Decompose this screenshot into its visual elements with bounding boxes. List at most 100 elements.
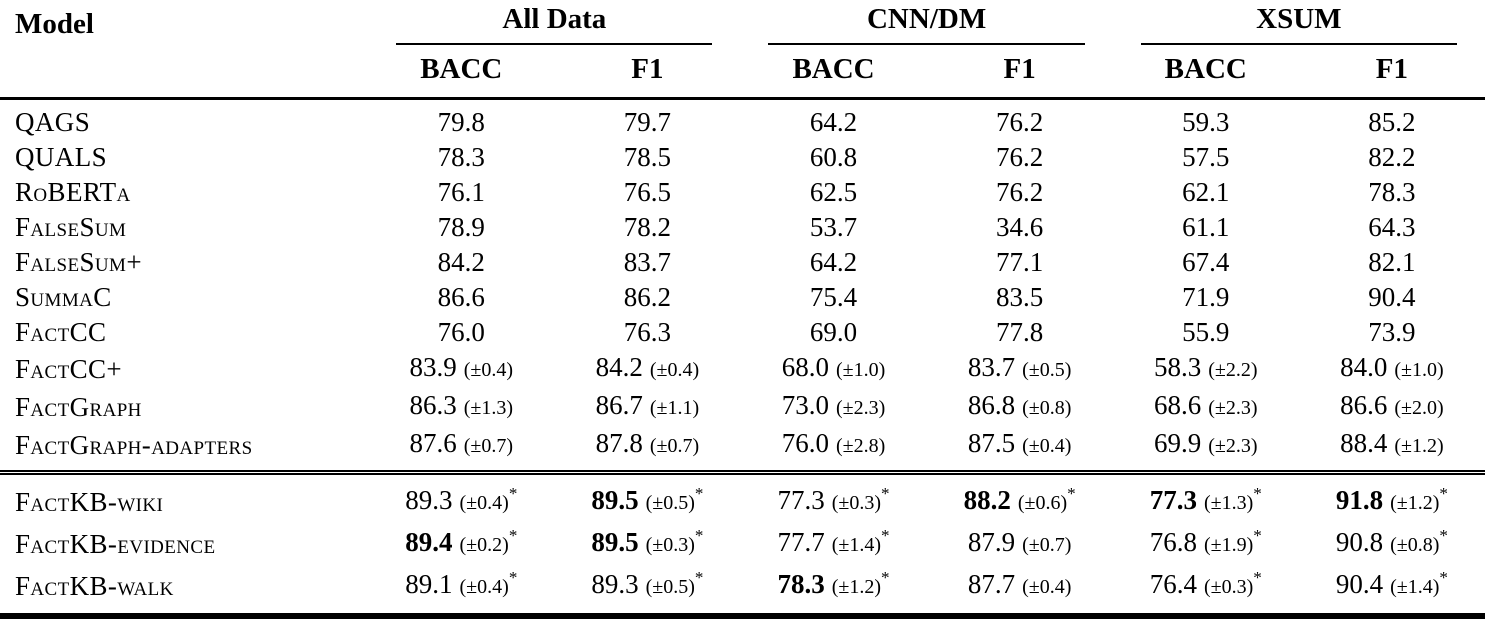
column-header-bacc-alldata: BACC [368,45,555,100]
metric-value: 79.7 [623,107,672,137]
metric-uncertainty: (±0.8) [1022,397,1072,419]
metric-cell: 85.2 [1299,99,1485,141]
metric-cell: 90.4 (±1.4)* [1299,565,1485,616]
metric-value: 77.8 [996,317,1044,347]
metric-cell: 89.1 (±0.4)* [368,565,554,616]
header-group-row: Model All Data CNN/DM XSUM [0,0,1485,100]
metric-value: 73.0 [781,390,829,420]
metric-value: 77.1 [996,247,1044,277]
metric-value: 55.9 [1182,317,1230,347]
metric-value: 84.2 [437,247,485,277]
model-name: FactKB-wiki [15,486,164,517]
model-name: FactGraph-adapters [15,429,253,460]
metric-cell: 83.9 (±0.4) [368,350,554,388]
column-group-xsum: XSUM [1113,0,1485,45]
metric-value: 76.8 [1149,527,1197,557]
metric-value: 88.4 [1340,428,1388,458]
metric-cell: 59.3 [1113,99,1299,141]
metric-value: 83.7 [623,247,672,277]
metric-value: 82.1 [1368,247,1416,277]
metric-cell: 58.3 (±2.2) [1113,350,1299,388]
metric-cell: 68.6 (±2.3) [1113,388,1299,426]
metric-uncertainty: (±0.4) [1022,435,1072,457]
metric-cell: 79.8 [368,99,554,141]
metric-uncertainty: (±2.8) [836,435,886,457]
metric-cell: 34.6 [927,210,1113,245]
metric-uncertainty: (±1.0) [1394,359,1444,381]
metric-uncertainty: (±2.3) [1208,397,1258,419]
table-row: FactKB-walk 89.1 (±0.4)* 89.3 (±0.5)* 78.3… [0,565,1485,616]
table-header: Model All Data CNN/DM XSUM BACC F1 BACC … [0,0,1485,100]
metric-cell: 75.4 [740,280,926,315]
significance-star: * [881,526,890,545]
metric-value: 78.3 [777,569,825,599]
column-header-f1-cnndm: F1 [926,45,1113,100]
metric-cell: 76.5 [554,175,740,210]
metric-uncertainty: (±2.3) [836,397,886,419]
metric-value: 61.1 [1182,212,1230,242]
metric-uncertainty: (±0.4) [649,359,700,381]
metric-cell: 69.9 (±2.3) [1113,426,1299,473]
metric-value: 78.3 [437,142,485,172]
metric-value: 67.4 [1182,247,1230,277]
metric-value: 62.5 [809,177,858,207]
metric-uncertainty: (±1.0) [836,359,886,381]
metric-value: 78.3 [1368,177,1416,207]
table-row: QUALS 78.3 78.5 60.8 76.2 57.5 82.2 [0,140,1485,175]
metric-cell: 86.6 (±2.0) [1299,388,1485,426]
metric-cell: 76.1 [368,175,554,210]
model-name: FalseSum+ [15,247,142,277]
metric-cell: 67.4 [1113,245,1299,280]
metric-value: 69.9 [1153,428,1202,458]
metric-value: 89.3 [405,485,453,515]
metric-uncertainty: (±1.9) [1203,534,1254,556]
metric-uncertainty: (±2.2) [1208,359,1258,381]
model-name: FactCC [15,317,107,347]
metric-cell: 53.7 [740,210,926,245]
metric-cell: 77.3 (±0.3)* [740,473,926,524]
baseline-models-section: QAGS 79.8 79.7 64.2 76.2 59.3 85.2 QUALS… [0,99,1485,473]
metric-value: 89.4 [405,527,453,557]
metric-cell: 87.5 (±0.4) [927,426,1113,473]
metric-cell: 69.0 [740,315,926,350]
metric-uncertainty: (±1.3) [1203,492,1254,514]
significance-star: * [508,484,518,503]
metric-uncertainty: (±0.3) [831,492,882,514]
column-header-model: Model [0,0,369,100]
metric-value: 68.6 [1153,390,1202,420]
metric-cell: 77.7 (±1.4)* [740,523,926,565]
metric-value: 90.4 [1335,569,1384,599]
metric-value: 64.2 [809,247,858,277]
metric-value: 85.2 [1368,107,1416,137]
metric-cell: 64.3 [1299,210,1485,245]
metric-value: 76.0 [437,317,485,347]
metric-uncertainty: (±1.3) [463,397,514,419]
metric-uncertainty: (±0.8) [1390,534,1440,556]
metric-cell: 78.3 [1299,175,1485,210]
significance-star: * [1439,484,1448,503]
group-label-all-data: All Data [396,3,713,45]
metric-value: 88.2 [963,485,1011,515]
metric-value: 64.3 [1368,212,1416,242]
metric-cell: 82.1 [1299,245,1485,280]
column-group-cnndm: CNN/DM [740,0,1112,45]
metric-uncertainty: (±0.3) [1203,576,1254,598]
metric-uncertainty: (±0.2) [459,534,509,556]
metric-value: 87.6 [409,428,457,458]
column-header-f1-alldata: F1 [554,45,741,100]
metric-value: 76.2 [996,142,1044,172]
metric-cell: 87.9 (±0.7) [927,523,1113,565]
metric-cell: 64.2 [740,245,926,280]
table-row: QAGS 79.8 79.7 64.2 76.2 59.3 85.2 [0,99,1485,141]
metric-cell: 76.8 (±1.9)* [1113,523,1299,565]
metric-value: 89.5 [591,485,639,515]
metric-cell: 76.2 [927,99,1113,141]
metric-value: 83.5 [996,282,1044,312]
metric-cell: 86.8 (±0.8) [927,388,1113,426]
metric-cell: 76.4 (±0.3)* [1113,565,1299,616]
metric-cell: 89.3 (±0.4)* [368,473,554,524]
metric-value: 78.2 [623,212,672,242]
metric-cell: 78.3 (±1.2)* [740,565,926,616]
metric-cell: 73.9 [1299,315,1485,350]
